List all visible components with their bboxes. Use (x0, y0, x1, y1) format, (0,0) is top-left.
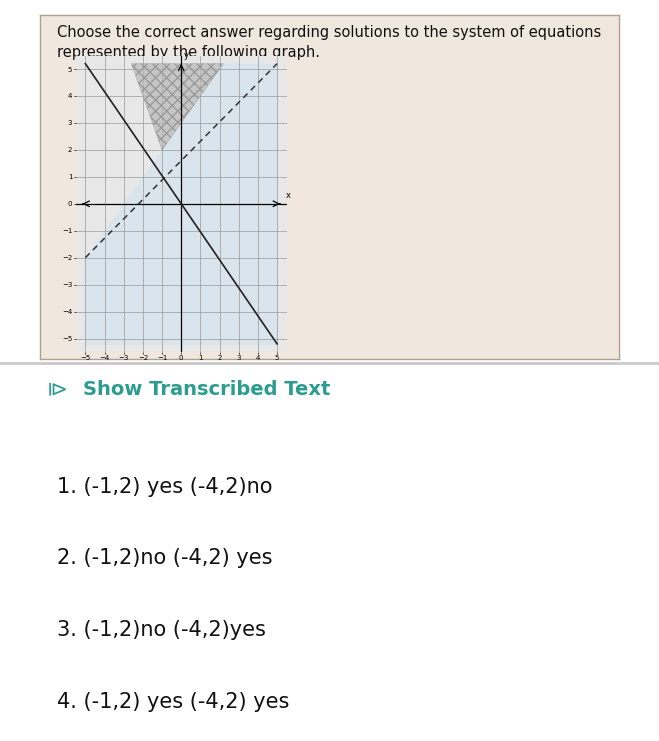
Text: 2. (-1,2)no (-4,2) yes: 2. (-1,2)no (-4,2) yes (57, 548, 272, 568)
Text: y: y (183, 50, 188, 59)
Text: 3. (-1,2)no (-4,2)yes: 3. (-1,2)no (-4,2)yes (57, 620, 266, 640)
Text: Show Transcribed Text: Show Transcribed Text (83, 380, 330, 399)
Text: Choose the correct answer regarding solutions to the system of equations
represe: Choose the correct answer regarding solu… (57, 25, 601, 60)
Text: 4. (-1,2) yes (-4,2) yes: 4. (-1,2) yes (-4,2) yes (57, 692, 289, 712)
Text: ⧐: ⧐ (47, 380, 67, 399)
Text: x: x (286, 190, 291, 200)
Text: 1. (-1,2) yes (-4,2)no: 1. (-1,2) yes (-4,2)no (57, 476, 272, 496)
